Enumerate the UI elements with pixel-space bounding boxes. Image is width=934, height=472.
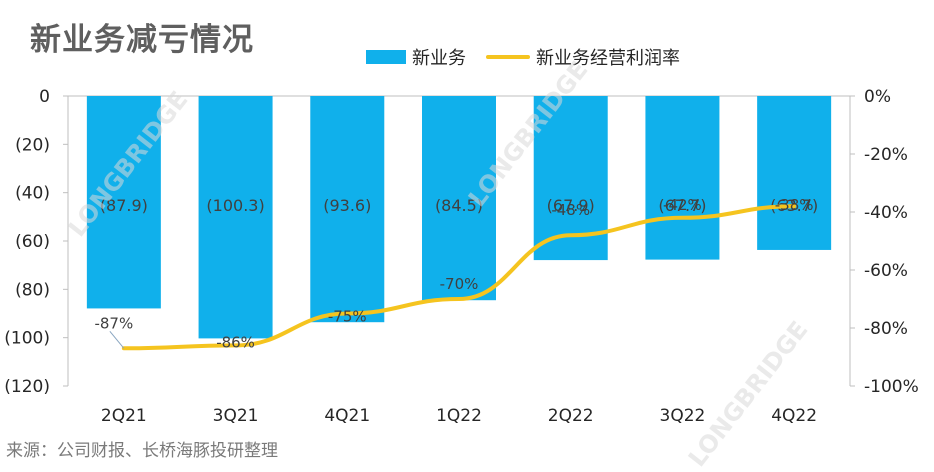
bar-4Q22 [757, 96, 831, 250]
x-tick-label: 3Q22 [660, 406, 706, 426]
y-left-tick-label: (60) [15, 232, 50, 252]
y-left-tick-label: (80) [15, 280, 50, 300]
source-note: 来源：公司财报、长桥海豚投研整理 [6, 436, 278, 461]
y-right-tick-label: -40% [864, 203, 908, 223]
y-right-tick-label: 0% [864, 87, 891, 107]
y-right-tick-label: -100% [864, 377, 919, 397]
y-right-tick-label: -20% [864, 145, 908, 165]
y-left-tick-label: 0 [39, 87, 50, 107]
line-data-label: -48% [551, 201, 590, 219]
line-data-label: -86% [216, 333, 255, 351]
bar-data-label: (100.3) [206, 196, 264, 215]
y-left-tick-label: (120) [4, 377, 50, 397]
x-tick-label: 2Q21 [101, 406, 147, 426]
y-left-tick-label: (100) [4, 329, 50, 349]
bar-3Q22 [645, 96, 719, 260]
line-data-label: -38% [775, 196, 814, 214]
line-data-label: -42% [663, 196, 702, 214]
y-right-tick-label: -80% [864, 319, 908, 339]
leader-line [110, 331, 124, 348]
x-tick-label: 4Q21 [324, 406, 370, 426]
bar-data-label: (93.6) [323, 196, 371, 215]
x-tick-label: 4Q22 [771, 406, 817, 426]
y-left-tick-label: (20) [15, 135, 50, 155]
bar-3Q21 [199, 96, 273, 338]
line-data-label: -75% [328, 308, 367, 326]
y-right-tick-label: -60% [864, 261, 908, 281]
y-left-tick-label: (40) [15, 184, 50, 204]
x-tick-label: 3Q21 [213, 406, 259, 426]
line-data-label: -87% [94, 314, 133, 332]
x-tick-label: 2Q22 [548, 406, 594, 426]
x-tick-label: 1Q22 [436, 406, 482, 426]
line-data-label: -70% [440, 275, 479, 293]
